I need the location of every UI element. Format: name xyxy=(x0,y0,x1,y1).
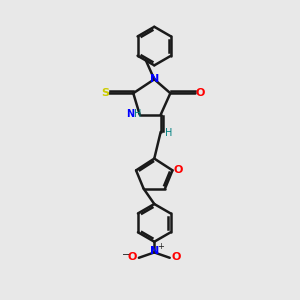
Text: −: − xyxy=(122,250,130,260)
Text: O: O xyxy=(172,252,181,262)
Text: H: H xyxy=(165,128,172,138)
Text: N: N xyxy=(150,246,159,256)
Text: O: O xyxy=(195,88,204,98)
Text: +: + xyxy=(157,242,164,251)
Text: N: N xyxy=(150,74,159,84)
Text: S: S xyxy=(101,88,110,98)
Text: O: O xyxy=(173,165,182,175)
Text: H: H xyxy=(134,109,141,118)
Text: N: N xyxy=(126,109,134,118)
Text: O: O xyxy=(128,252,137,262)
